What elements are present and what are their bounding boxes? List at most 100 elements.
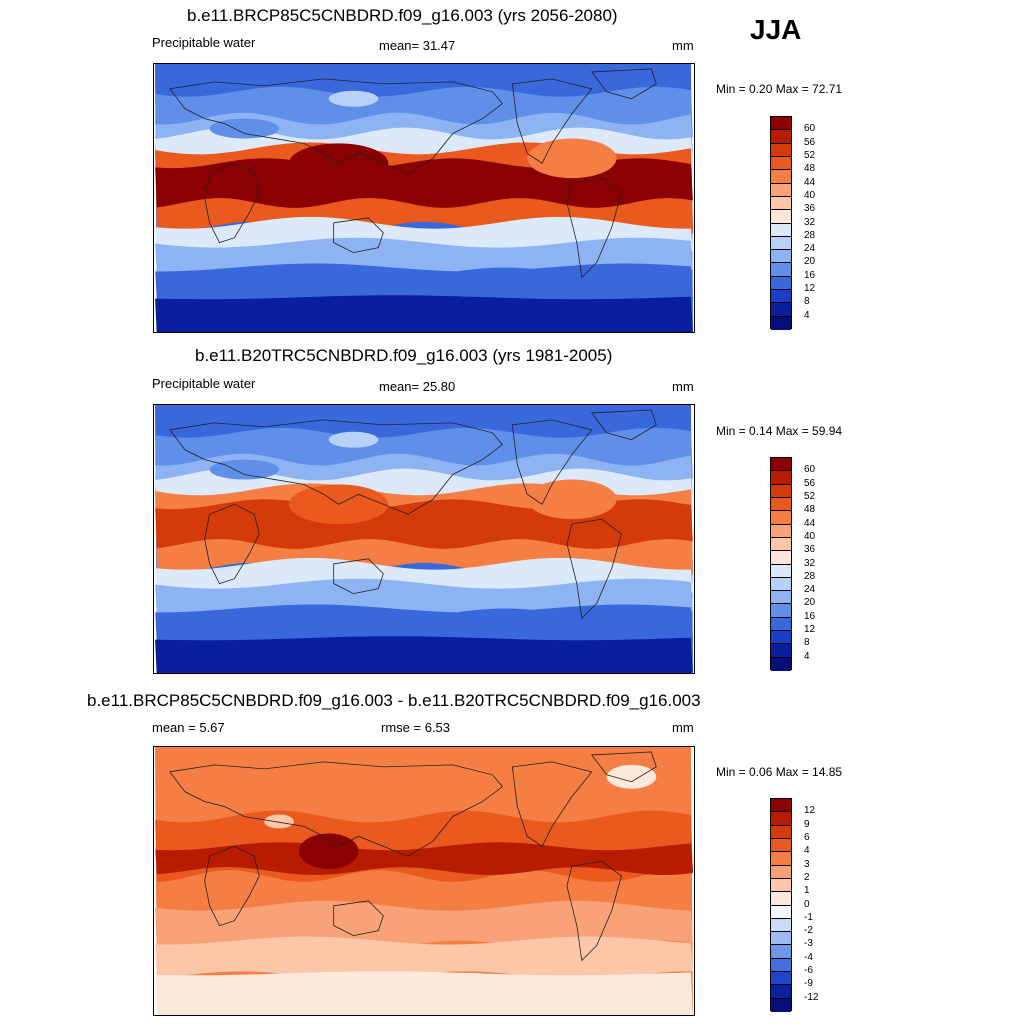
contour-region — [527, 138, 617, 179]
colorbar-swatch — [771, 458, 791, 472]
colorbar-tick-label: 52 — [804, 149, 816, 161]
colorbar-tick-label: 1 — [804, 885, 810, 897]
coastline — [204, 162, 260, 244]
colorbar-tick-label: 3 — [804, 858, 810, 870]
colorbar-tick-label: 16 — [804, 269, 816, 281]
colorbar-tick-label: 32 — [804, 557, 816, 569]
season-label: JJA — [750, 14, 802, 45]
colorbar-tick-label: 12 — [804, 624, 816, 636]
colorbar-tick-label: 36 — [804, 544, 816, 556]
colorbar-swatch — [771, 236, 791, 251]
colorbar-tick-label: 56 — [804, 136, 816, 148]
panel-2-title: b.e11.B20TRC5CNBDRD.f09_g16.003 (yrs 198… — [195, 346, 613, 365]
colorbar-tick-label: -9 — [804, 978, 813, 990]
colorbar-tick-label: -3 — [804, 938, 813, 950]
panel-3-rmse-label: rmse = 6.53 — [381, 720, 451, 735]
colorbar-tick-label: -2 — [804, 925, 813, 937]
coastline — [169, 419, 503, 515]
colorbar-swatch — [771, 985, 791, 999]
panel-2-mean-label: mean= 25.80 — [379, 379, 456, 394]
colorbar-tick-label: -1 — [804, 911, 813, 923]
colorbar-swatch — [771, 537, 791, 552]
panel-1-variable-label: Precipitable water — [152, 35, 256, 50]
colorbar-swatch — [771, 511, 791, 525]
colorbar-swatch — [771, 577, 791, 592]
coastline — [511, 761, 593, 847]
panel-2-variable-label: Precipitable water — [152, 376, 256, 391]
contour-region — [209, 118, 280, 139]
colorbar-tick-label: 24 — [804, 584, 816, 596]
coastline — [333, 558, 384, 595]
colorbar-tick-label: 0 — [804, 898, 810, 910]
colorbar-swatch — [771, 130, 791, 144]
colorbar-swatch — [771, 631, 791, 645]
colorbar-swatch — [771, 972, 791, 986]
panel-3-colorbar — [770, 798, 792, 1012]
colorbar-swatch — [771, 117, 791, 131]
colorbar-swatch — [771, 210, 791, 224]
colorbar-swatch — [771, 905, 791, 919]
colorbar-tick-label: 20 — [804, 256, 816, 268]
contour-band — [155, 971, 693, 1015]
contour-band — [155, 842, 693, 876]
panel-2-units: mm — [672, 379, 694, 394]
contour-region — [328, 431, 379, 448]
panel-1-map — [153, 63, 695, 333]
colorbar-tick-label: 44 — [804, 517, 816, 529]
colorbar-tick-label: 4 — [804, 845, 810, 857]
colorbar-swatch — [771, 591, 791, 605]
colorbar-swatch — [771, 812, 791, 826]
colorbar-swatch — [771, 564, 791, 578]
colorbar-swatch — [771, 998, 791, 1012]
colorbar-swatch — [771, 865, 791, 879]
colorbar-tick-label: 40 — [804, 530, 816, 542]
colorbar-swatch — [771, 551, 791, 565]
panel-1-mean-label: mean= 31.47 — [379, 38, 456, 53]
map-canvas — [155, 64, 693, 332]
coastline — [511, 78, 593, 164]
colorbar-swatch — [771, 852, 791, 866]
panel-2-map — [153, 404, 695, 674]
colorbar-swatch — [771, 657, 791, 671]
contour-region — [298, 833, 359, 870]
colorbar-tick-label: 9 — [804, 818, 810, 830]
colorbar-tick-label: -4 — [804, 951, 813, 963]
colorbar-swatch — [771, 892, 791, 906]
contour-band — [155, 604, 693, 648]
contour-region — [328, 90, 379, 107]
colorbar-swatch — [771, 644, 791, 658]
contour-region — [527, 479, 617, 520]
colorbar-swatch — [771, 183, 791, 197]
coastline — [204, 503, 260, 585]
colorbar-swatch — [771, 918, 791, 933]
colorbar-swatch — [771, 250, 791, 264]
contour-region — [264, 814, 294, 829]
panel-3-mean-label: mean = 5.67 — [152, 720, 225, 735]
coastline — [590, 409, 657, 441]
coastline — [333, 217, 384, 254]
colorbar-tick-label: 60 — [804, 464, 816, 476]
contour-band — [155, 636, 693, 673]
contour-region — [606, 764, 657, 789]
colorbar-tick-label: 48 — [804, 504, 816, 516]
colorbar-swatch — [771, 604, 791, 618]
colorbar-tick-label: 44 — [804, 176, 816, 188]
colorbar-tick-label: 32 — [804, 216, 816, 228]
colorbar-swatch — [771, 471, 791, 485]
colorbar-swatch — [771, 617, 791, 632]
colorbar-tick-label: 28 — [804, 229, 816, 241]
contour-band — [155, 936, 693, 980]
colorbar-tick-label: 16 — [804, 610, 816, 622]
colorbar-tick-label: 6 — [804, 831, 810, 843]
coastline — [169, 761, 503, 857]
colorbar-tick-label: -12 — [804, 991, 819, 1003]
colorbar-swatch — [771, 316, 791, 330]
colorbar-tick-label: 28 — [804, 570, 816, 582]
panel-3-units: mm — [672, 720, 694, 735]
coastline — [511, 419, 593, 505]
panel-3-title: b.e11.BRCP85C5CNBDRD.f09_g16.003 - b.e11… — [87, 691, 701, 710]
coastline — [566, 177, 622, 279]
colorbar-tick-label: 8 — [804, 296, 810, 308]
colorbar-swatch — [771, 958, 791, 973]
colorbar-swatch — [771, 484, 791, 498]
